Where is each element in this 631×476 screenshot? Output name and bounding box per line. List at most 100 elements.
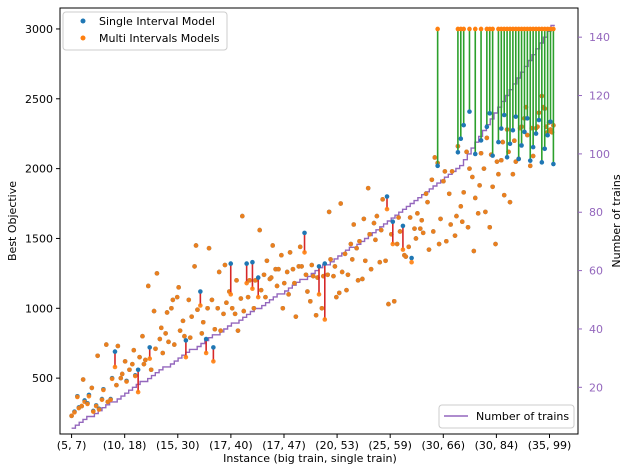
y-tick-label: 500 xyxy=(32,372,53,385)
single-point xyxy=(461,122,466,128)
multi-point xyxy=(135,389,141,395)
multi-point xyxy=(501,192,507,198)
legend-multi-marker xyxy=(80,35,86,41)
multi-point xyxy=(276,266,281,272)
multi-point xyxy=(507,199,513,205)
y-tick-label: 1000 xyxy=(25,302,53,315)
multi-point xyxy=(290,266,296,272)
single-point xyxy=(409,255,414,261)
multi-point xyxy=(182,333,187,339)
multi-point xyxy=(425,199,430,205)
multi-point xyxy=(206,245,212,251)
multi-point xyxy=(380,197,385,202)
multi-point xyxy=(238,296,244,301)
single-point xyxy=(112,349,118,354)
chart-marks xyxy=(69,24,556,429)
multi-point xyxy=(436,241,442,247)
multi-point xyxy=(348,241,354,247)
single-point xyxy=(490,153,495,158)
multi-point xyxy=(415,211,420,216)
multi-point xyxy=(328,257,333,262)
multi-point xyxy=(390,241,396,247)
multi-point xyxy=(209,297,215,303)
multi-point xyxy=(279,252,284,258)
multi-point xyxy=(438,216,443,222)
multi-point xyxy=(200,319,206,325)
multi-point xyxy=(417,226,423,231)
multi-point xyxy=(261,272,267,278)
single-point xyxy=(384,194,390,199)
x-tick-label: (30, 66) xyxy=(422,439,466,452)
single-point xyxy=(530,144,536,150)
multi-point xyxy=(483,209,488,215)
multi-point xyxy=(513,159,519,164)
single-point xyxy=(516,156,521,162)
single-point xyxy=(198,289,203,294)
single-point xyxy=(525,116,530,121)
multi-point xyxy=(394,241,400,247)
multi-point xyxy=(186,297,192,303)
legend-multi-label: Multi Intervals Models xyxy=(99,32,220,45)
multi-point xyxy=(494,159,500,164)
multi-point xyxy=(112,364,118,370)
multi-point xyxy=(119,371,125,377)
multi-point xyxy=(423,191,429,197)
multi-point xyxy=(114,382,119,388)
y-right-tick-label: 80 xyxy=(589,206,603,219)
single-point xyxy=(513,114,519,119)
y-axis-right-label: Number of trains xyxy=(610,174,623,267)
multi-point xyxy=(286,292,291,297)
multi-point xyxy=(305,289,310,294)
multi-point xyxy=(183,354,189,360)
multi-point xyxy=(322,317,328,322)
legend-top: Single Interval Model Multi Intervals Mo… xyxy=(62,11,228,51)
multi-point xyxy=(316,292,322,297)
multi-point xyxy=(297,244,303,250)
multi-point xyxy=(69,413,74,419)
multi-point xyxy=(339,269,345,275)
multi-point xyxy=(192,264,197,269)
single-point xyxy=(548,119,553,124)
multi-point xyxy=(216,269,222,275)
multi-point xyxy=(299,264,304,269)
multi-point xyxy=(429,177,435,183)
multi-point xyxy=(235,328,241,333)
multi-point xyxy=(108,397,113,403)
multi-point xyxy=(336,290,342,296)
legend-trains-label: Number of trains xyxy=(476,410,569,423)
multi-point xyxy=(338,201,344,206)
multi-point xyxy=(490,184,495,190)
multi-point xyxy=(130,361,135,367)
multi-point xyxy=(351,222,357,227)
multi-point xyxy=(228,292,234,297)
multi-point xyxy=(371,220,377,226)
y-right-tick-label: 100 xyxy=(589,148,610,161)
y-right-tick-label: 120 xyxy=(589,90,610,103)
multi-point xyxy=(487,224,493,230)
multi-point xyxy=(176,285,181,290)
multi-point xyxy=(413,236,419,241)
multi-point xyxy=(166,339,171,345)
y-tick-label: 2500 xyxy=(25,93,53,106)
multi-point xyxy=(93,403,99,409)
multi-point xyxy=(368,266,374,272)
multi-point xyxy=(426,247,432,252)
multi-point xyxy=(391,299,397,304)
multi-point xyxy=(164,310,170,315)
multi-point xyxy=(174,294,180,300)
multi-point xyxy=(229,305,235,311)
single-point xyxy=(467,109,472,114)
multi-point xyxy=(412,226,417,231)
y-tick-label: 3000 xyxy=(25,23,53,36)
multi-point xyxy=(177,328,183,333)
multi-point xyxy=(475,211,481,216)
legend-single-label: Single Interval Model xyxy=(99,15,215,28)
multi-point xyxy=(472,195,478,201)
multi-point xyxy=(510,171,516,177)
multi-point xyxy=(205,305,210,311)
single-point xyxy=(302,230,307,236)
multi-point xyxy=(406,244,412,250)
multi-point xyxy=(172,342,177,347)
